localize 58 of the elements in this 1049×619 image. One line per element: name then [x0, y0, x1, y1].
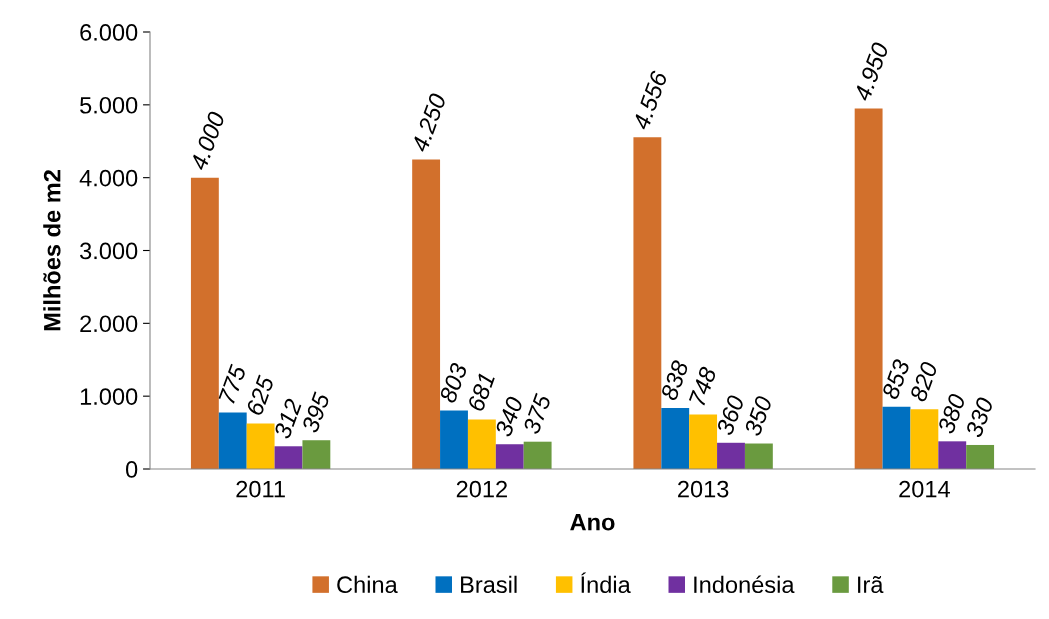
y-tick-label: 4.000: [79, 169, 138, 187]
legend-label: Índia: [581, 572, 631, 594]
x-axis-title: Ano: [570, 514, 615, 531]
data-label: 380: [937, 392, 967, 435]
y-tick-label: 2.000: [80, 315, 138, 333]
bar: [854, 108, 883, 469]
data-label: 360: [715, 394, 745, 437]
y-tick-label: 1.000: [80, 388, 138, 405]
bar: [744, 443, 773, 469]
bar: [689, 414, 718, 469]
bar: [633, 137, 662, 469]
bar: [274, 446, 303, 469]
bar: [882, 406, 911, 469]
y-tick-label: 0: [125, 461, 138, 478]
legend-label: Brasil: [461, 575, 517, 594]
bar: [910, 409, 939, 469]
legend-label: China: [337, 575, 398, 594]
data-label: 820: [909, 360, 939, 403]
data-label: 350: [743, 394, 773, 437]
data-label: 775: [218, 363, 247, 405]
data-label: 625: [245, 374, 275, 417]
bar: [938, 441, 967, 469]
data-label: 4.000: [189, 110, 226, 172]
data-label: 748: [688, 365, 717, 407]
bar: [717, 442, 745, 469]
data-label: 375: [522, 392, 552, 435]
data-label: 4.950: [853, 41, 890, 103]
bar: [440, 410, 468, 469]
y-tick-label: 6.000: [80, 24, 138, 41]
bar: [467, 419, 496, 469]
bar: [218, 412, 247, 469]
legend-label: Irã: [858, 575, 884, 594]
data-label: 4.556: [632, 69, 668, 131]
data-label: 330: [965, 396, 994, 439]
data-label: 395: [301, 391, 331, 434]
bar: [661, 407, 690, 469]
bar: [412, 159, 441, 469]
data-label: 4.250: [410, 92, 447, 154]
data-label: 340: [494, 395, 524, 438]
y-tick-label: 5.000: [80, 96, 138, 114]
bar: [302, 440, 331, 469]
y-tick-label: 3.000: [80, 242, 138, 260]
data-label: 838: [660, 359, 690, 402]
x-tick-label: 2012: [456, 480, 507, 498]
bar: [246, 423, 275, 469]
y-axis-title: Milhões de m2: [43, 170, 61, 331]
bar: [190, 177, 219, 469]
data-label: 681: [467, 372, 496, 412]
bar: [966, 444, 995, 469]
x-tick-label: 2011: [236, 480, 285, 498]
x-tick-label: 2014: [899, 480, 950, 498]
data-label: 312: [273, 397, 303, 440]
legend-label: Indonésia: [694, 575, 795, 594]
x-tick-label: 2013: [678, 480, 729, 498]
bar: [523, 441, 552, 469]
data-label: 853: [881, 358, 911, 401]
bar: [495, 444, 524, 469]
data-label: 803: [438, 361, 468, 404]
